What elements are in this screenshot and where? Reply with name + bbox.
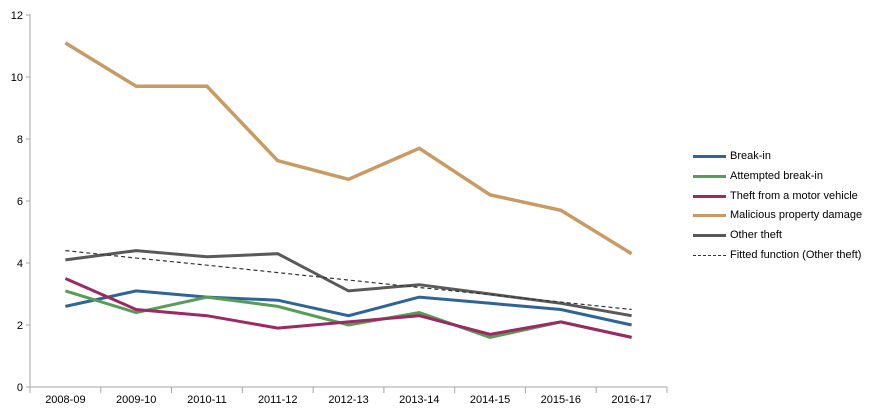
series-line-other-theft: [65, 249, 632, 318]
series-line-break-in: [65, 289, 632, 327]
y-axis-label: 8: [17, 134, 23, 146]
legend-label: Malicious property damage: [730, 209, 863, 222]
y-axis-label: 4: [17, 258, 23, 270]
y-axis-label: 2: [17, 320, 23, 332]
legend-label: Other theft: [730, 229, 782, 242]
series-line-theft-from-a-motor-vehicle: [64, 277, 632, 339]
legend-item-break-in: Break-in: [693, 147, 862, 167]
x-axis-label: 2015-16: [541, 394, 581, 406]
legend-item-theft-from-a-motor-vehicle: Theft from a motor vehicle: [693, 186, 862, 206]
x-axis-label: 2010-11: [187, 394, 227, 406]
legend-line-swatch: [693, 214, 726, 218]
legend-label: Theft from a motor vehicle: [730, 189, 858, 202]
y-axis-label: 12: [11, 10, 23, 22]
x-axis-label: 2014-15: [470, 394, 510, 406]
legend-item-malicious-property-damage: Malicious property damage: [693, 206, 862, 226]
y-axis-label: 0: [17, 382, 23, 394]
y-axis-label: 6: [17, 196, 23, 208]
x-axis-label: 2008-09: [45, 394, 85, 406]
legend-item-fitted-function-other-theft-: Fitted function (Other theft): [693, 245, 862, 265]
legend-label: Attempted break-in: [730, 170, 823, 183]
x-axis-label: 2011-12: [258, 394, 298, 406]
legend-item-other-theft: Other theft: [693, 226, 862, 246]
legend-line-swatch: [693, 175, 726, 179]
legend-item-attempted-break-in: Attempted break-in: [693, 167, 862, 187]
legend-line-swatch: [693, 194, 726, 198]
series-line-malicious-property-damage: [64, 41, 633, 256]
x-axis-label: 2009-10: [116, 394, 156, 406]
legend-label: Fitted function (Other theft): [730, 248, 862, 261]
legend-dashed-line-swatch: [693, 254, 726, 256]
legend: Break-in Attempted break-in Theft from a m…: [693, 147, 862, 265]
y-axis-label: 10: [11, 72, 23, 84]
x-axis-label: 2016-17: [611, 394, 651, 406]
legend-line-swatch: [693, 155, 726, 159]
legend-label: Break-in: [730, 150, 771, 163]
legend-line-swatch: [693, 234, 726, 238]
x-axis-label: 2013-14: [399, 394, 439, 406]
x-axis-label: 2012-13: [328, 394, 368, 406]
series-line-fitted-function-other-theft-: [65, 250, 632, 311]
